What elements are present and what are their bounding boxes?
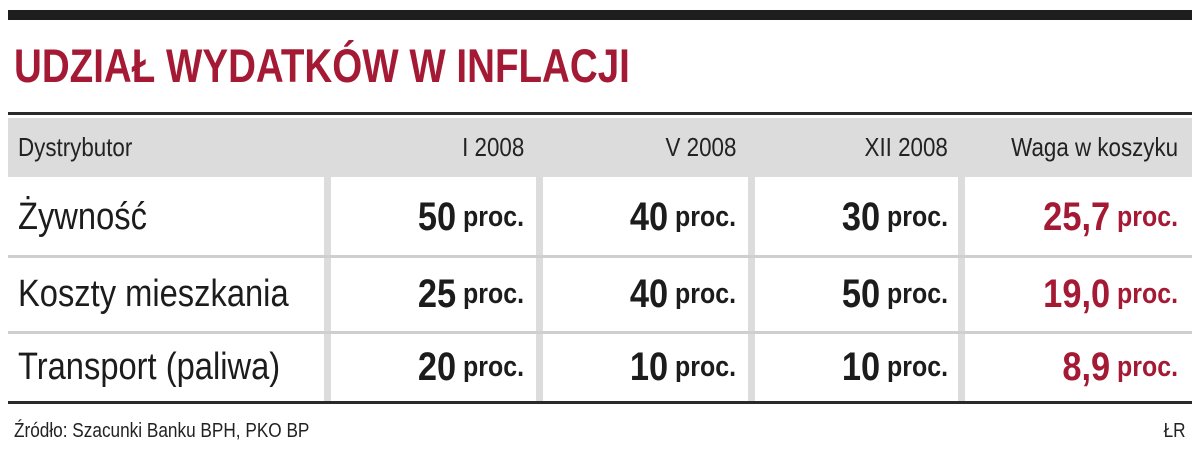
table-row-label: Transport (paliwa) [18,334,318,401]
value-number: 40 [629,272,669,316]
value-unit: proc. [675,351,736,383]
inflation-table: Dystrybutor I 2008 V 2008 XII 2008 Waga … [8,118,1192,401]
value-unit: proc. [463,351,524,383]
value-unit: proc. [463,278,524,310]
column-separator [748,118,755,401]
row-separator [8,255,1192,258]
header-jan-2008-label: I 2008 [461,132,524,162]
bottom-rule [8,401,1192,404]
value-number: 30 [841,195,881,239]
value-unit: proc. [463,201,524,233]
top-rule [8,10,1192,20]
weight-cell: 8,9 proc. [994,334,1178,401]
page-title: UDZIAŁ WYDATKÓW W INFLACJI [14,39,630,92]
value-number: 50 [841,272,881,316]
row-label-food: Żywność [18,196,147,238]
header-dec-2008: XII 2008 [762,118,948,177]
header-jan-2008: I 2008 [338,118,524,177]
title-rule [8,112,1192,115]
table-cell: 50 proc. [781,258,948,331]
author-initials: ŁR [1164,420,1186,442]
value-number: 50 [417,195,457,239]
row-label-housing: Koszty mieszkania [18,273,289,315]
value-unit: proc. [887,351,948,383]
value-number: 20 [417,345,457,389]
value-number: 40 [629,195,669,239]
value-unit: proc. [675,278,736,310]
header-distributor-label: Dystrybutor [18,132,133,162]
table-cell: 30 proc. [781,180,948,255]
table-cell: 10 proc. [781,334,948,401]
header-dec-2008-label: XII 2008 [864,132,948,162]
table-cell: 25 proc. [357,258,524,331]
weight-unit: proc. [1117,351,1178,383]
row-label-transport: Transport (paliwa) [18,346,281,388]
column-separator [324,118,331,401]
source-note: Źródło: Szacunki Banku BPH, PKO BP [14,420,310,442]
table-cell: 20 proc. [357,334,524,401]
value-unit: proc. [887,278,948,310]
weight-number: 25,7 [1043,195,1111,239]
table-row-label: Koszty mieszkania [18,258,318,331]
table-cell: 50 proc. [357,180,524,255]
value-number: 10 [629,345,669,389]
value-unit: proc. [887,201,948,233]
weight-number: 8,9 [1062,345,1111,389]
header-band [8,118,1192,177]
header-may-2008-label: V 2008 [665,132,736,162]
header-basket-weight-label: Waga w koszyku [1011,132,1178,162]
weight-unit: proc. [1117,278,1178,310]
weight-cell: 25,7 proc. [994,180,1178,255]
header-distributor: Dystrybutor [18,118,318,177]
column-separator [536,118,543,401]
value-number: 10 [841,345,881,389]
weight-number: 19,0 [1043,272,1111,316]
column-separator [958,118,965,401]
row-separator [8,331,1192,334]
table-cell: 40 proc. [569,180,736,255]
value-unit: proc. [675,201,736,233]
table-cell: 40 proc. [569,258,736,331]
value-number: 25 [417,272,457,316]
table-cell: 10 proc. [569,334,736,401]
table-row-label: Żywność [18,180,318,255]
header-may-2008: V 2008 [550,118,736,177]
weight-cell: 19,0 proc. [994,258,1178,331]
weight-unit: proc. [1117,201,1178,233]
header-basket-weight: Waga w koszyku [972,118,1178,177]
